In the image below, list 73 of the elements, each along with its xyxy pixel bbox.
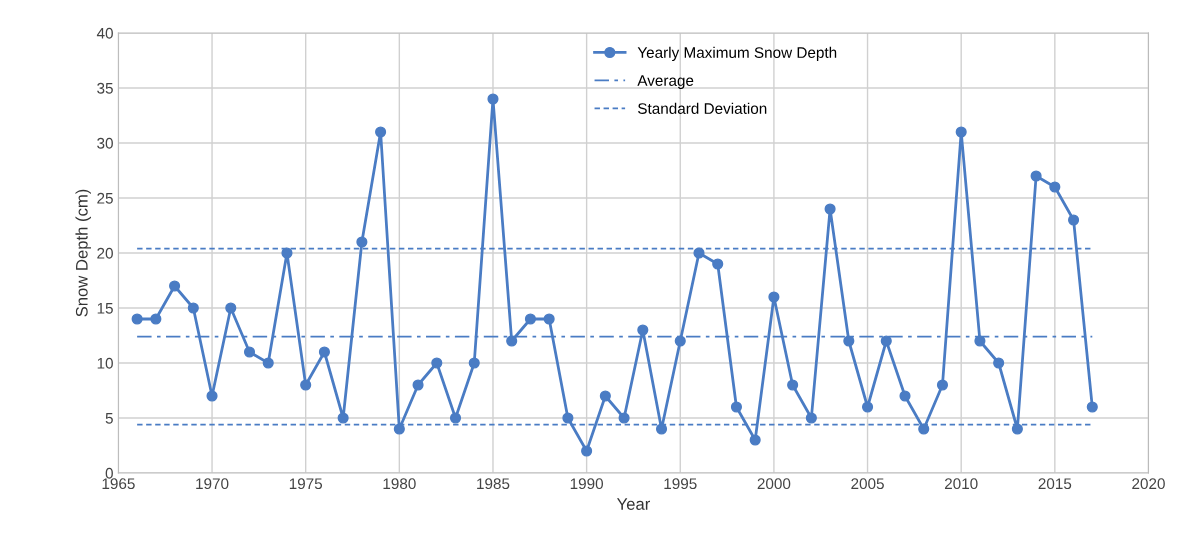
x-tick-label: 1995 (664, 478, 697, 490)
x-tick-label: 1975 (289, 478, 323, 490)
point (487, 93, 499, 105)
point (150, 313, 162, 325)
point (955, 126, 967, 138)
point (393, 423, 405, 435)
legend-label: Yearly Maximum Snow Depth (637, 46, 837, 61)
y-tick-label: 20 (97, 247, 113, 259)
y-tick-label: 5 (105, 413, 113, 424)
point (899, 390, 911, 402)
x-axis-title: Year (616, 498, 651, 510)
y-tick-label: 35 (97, 82, 113, 94)
point (787, 379, 799, 391)
point (843, 335, 855, 347)
point (243, 346, 256, 358)
y-axis-title: Snow Depth (cm) (75, 189, 91, 317)
x-tick-label: 2010 (944, 478, 978, 490)
x-tick-label: 2005 (851, 478, 884, 490)
point (1030, 170, 1042, 182)
point (712, 258, 724, 270)
point (1049, 181, 1061, 193)
point (618, 412, 630, 424)
point (936, 379, 949, 391)
point (1086, 401, 1098, 413)
point (225, 302, 237, 314)
point (1068, 214, 1080, 226)
point (468, 357, 480, 369)
y-tick-label: 10 (97, 357, 113, 369)
x-tick-label: 2020 (1132, 478, 1165, 490)
point (637, 324, 649, 336)
point (993, 357, 1005, 369)
point (187, 302, 199, 314)
point (730, 401, 743, 413)
x-tick-label: 1985 (477, 478, 510, 490)
point (375, 126, 387, 138)
point (562, 412, 574, 424)
point (356, 236, 368, 248)
point (1011, 423, 1023, 435)
point (431, 357, 443, 369)
x-tick-label: 1980 (383, 478, 416, 490)
point (300, 379, 312, 391)
point (861, 401, 874, 413)
point (131, 313, 143, 325)
point (824, 203, 836, 215)
y-tick-label: 15 (97, 303, 113, 314)
point (543, 313, 555, 325)
point (524, 313, 536, 325)
point (581, 445, 593, 457)
point (262, 357, 274, 369)
x-tick-label: 2000 (757, 478, 791, 490)
x-tick-label: 2015 (1038, 478, 1072, 490)
legend-label: Average (637, 75, 694, 89)
legend-label: Standard Deviation (638, 102, 767, 114)
y-tick-label: 30 (97, 137, 113, 149)
point (337, 412, 349, 424)
point (655, 423, 668, 435)
point (880, 335, 892, 347)
y-tick-label: 0 (105, 467, 113, 479)
point (805, 412, 817, 424)
point (412, 379, 424, 391)
x-tick-label: 1965 (102, 478, 135, 490)
y-tick-label: 40 (96, 27, 113, 39)
point (768, 291, 780, 303)
point (506, 335, 518, 347)
point (318, 346, 330, 358)
point (449, 412, 462, 424)
point (599, 390, 611, 402)
point (749, 434, 761, 446)
point (169, 280, 181, 292)
x-tick-label: 1970 (196, 478, 229, 490)
x-tick-label: 1990 (570, 478, 604, 490)
point (206, 390, 218, 402)
y-tick-label: 25 (97, 192, 113, 204)
